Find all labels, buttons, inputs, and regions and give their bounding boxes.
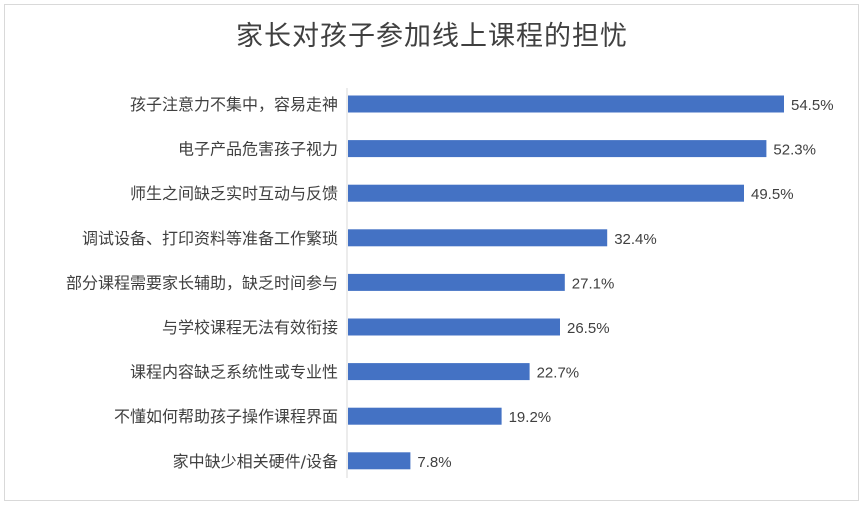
category-label: 师生之间缺乏实时互动与反馈	[130, 184, 338, 203]
category-label: 家中缺少相关硬件/设备	[173, 452, 338, 471]
bar	[348, 273, 565, 291]
bar	[348, 184, 744, 202]
category-label: 不懂如何帮助孩子操作课程界面	[114, 407, 338, 426]
value-label: 19.2%	[509, 409, 552, 426]
category-label: 部分课程需要家长辅助，缺乏时间参与	[66, 273, 338, 292]
value-label: 49.5%	[751, 186, 794, 203]
value-label: 7.8%	[417, 454, 451, 471]
bar	[348, 452, 411, 470]
bar	[348, 140, 767, 158]
value-label: 32.4%	[614, 231, 657, 248]
bar	[348, 363, 530, 381]
category-label: 孩子注意力不集中，容易走神	[130, 95, 338, 114]
category-label: 电子产品危害孩子视力	[178, 140, 338, 159]
value-label: 54.5%	[791, 97, 834, 114]
bar	[348, 95, 784, 113]
bar	[348, 229, 608, 247]
bars-group: 孩子注意力不集中，容易走神 54.5% 电子产品危害孩子视力 52.3% 师生之间缺乏实…	[66, 95, 834, 471]
value-label: 22.7%	[537, 365, 580, 382]
bar	[348, 318, 560, 336]
value-label: 52.3%	[773, 142, 816, 159]
value-label: 27.1%	[572, 275, 615, 292]
chart-title: 家长对孩子参加线上课程的担忧	[236, 21, 628, 52]
value-label: 26.5%	[567, 320, 610, 337]
category-label: 课程内容缺乏系统性或专业性	[130, 363, 338, 382]
bar	[348, 407, 502, 425]
category-label: 与学校课程无法有效衔接	[162, 318, 338, 337]
category-label: 调试设备、打印资料等准备工作繁琐	[82, 229, 338, 248]
